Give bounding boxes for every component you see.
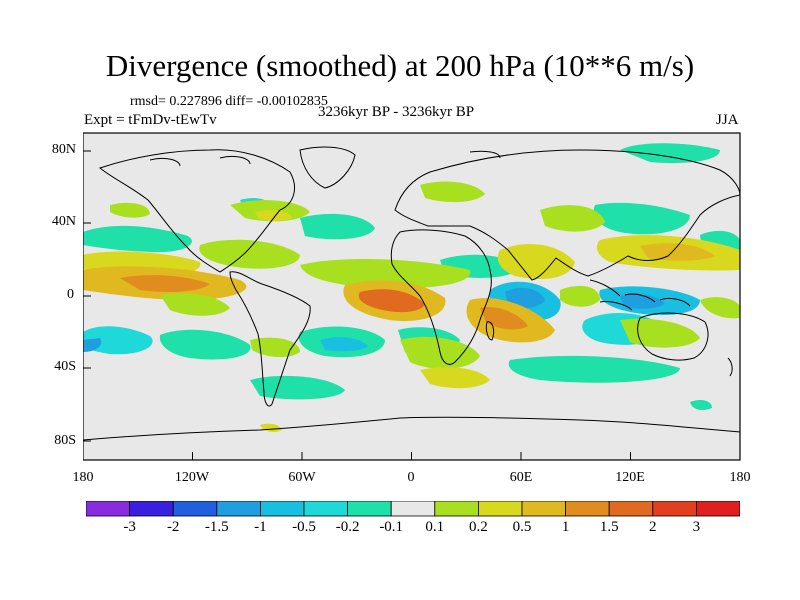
colorbar-label: 3 — [692, 519, 701, 535]
plot-title: Divergence (smoothed) at 200 hPa (10**6 … — [105, 48, 695, 83]
colorbar-swatch — [477, 501, 523, 517]
colorbar-label: -0.2 — [335, 519, 360, 535]
colorbar-label: -3 — [123, 519, 136, 535]
colorbar-label: 0.5 — [512, 519, 532, 535]
colorbar-swatch — [652, 501, 697, 517]
colorbar-swatch — [521, 501, 566, 517]
y-tick-label: 40S — [54, 359, 76, 374]
colorbar-swatch — [216, 501, 261, 517]
colorbar-swatch — [696, 501, 740, 517]
colorbar-swatch — [434, 501, 479, 517]
colorbar-swatch — [303, 501, 348, 517]
colorbar-swatch — [172, 501, 218, 517]
divergence-field — [83, 143, 740, 433]
x-tick-label: 60E — [509, 470, 533, 485]
colorbar-label: -1.5 — [204, 519, 229, 535]
colorbar-swatch — [129, 501, 174, 517]
colorbar-swatch — [608, 501, 654, 517]
y-tick-label: 40N — [51, 214, 76, 229]
colorbar-label: 1 — [561, 519, 570, 535]
colorbar-label: -2 — [166, 519, 180, 535]
colorbar-swatch — [259, 501, 305, 517]
colorbar-label: 1.5 — [599, 519, 619, 535]
colorbar — [86, 501, 740, 517]
axis-ticks — [83, 150, 741, 460]
x-tick-label: 0 — [407, 470, 415, 485]
x-tick-label: 180 — [72, 470, 94, 485]
colorbar-label: 0.1 — [425, 519, 445, 535]
colorbar-label: -0.1 — [379, 519, 404, 535]
experiment-label: Expt = tFmDv-tEwTv — [84, 112, 217, 128]
colorbar-swatch — [86, 501, 130, 517]
coastlines — [83, 146, 740, 441]
colorbar-label: -0.5 — [292, 519, 316, 535]
colorbar-label: -1 — [254, 519, 267, 535]
y-tick-label: 80N — [51, 142, 76, 157]
y-tick-label: 0 — [67, 287, 74, 302]
colorbar-swatch — [565, 501, 610, 517]
x-tick-label: 120E — [615, 470, 645, 485]
statistics-label: rmsd= 0.227896 diff= -0.00102835 — [130, 94, 328, 109]
x-tick-label: 120W — [174, 470, 210, 485]
season-label: JJA — [716, 112, 739, 128]
x-tick-label: 60W — [288, 470, 316, 485]
y-tick-label: 80S — [54, 433, 76, 448]
divergence-map — [83, 132, 741, 461]
colorbar-label: 0.2 — [469, 519, 488, 535]
x-tick-label: 180 — [729, 470, 751, 485]
colorbar-swatch — [390, 501, 436, 517]
colorbar-swatch — [347, 501, 392, 517]
colorbar-label: 2 — [649, 519, 657, 535]
period-label: 3236kyr BP - 3236kyr BP — [318, 104, 475, 120]
